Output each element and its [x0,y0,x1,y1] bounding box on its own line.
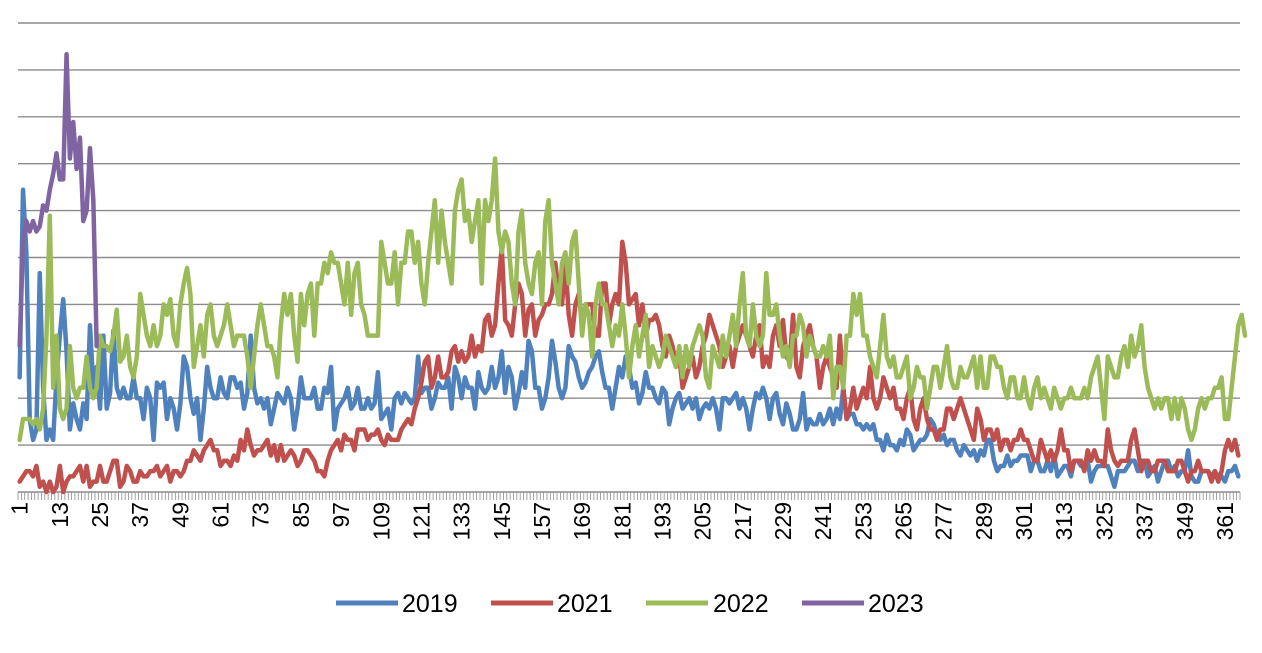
x-tick-label: 325 [1091,502,1117,540]
x-tick-label: 49 [167,502,193,528]
series-line-2021 [17,239,1241,495]
x-tick-label: 97 [328,502,354,528]
x-tick-label: 73 [248,502,274,528]
series-line-2022 [17,156,1248,443]
x-tick-label: 313 [1051,502,1077,540]
series-lines [17,52,1248,495]
x-tick-label: 277 [931,502,957,540]
x-tick-label: 205 [690,502,716,540]
x-tick-label: 181 [609,502,635,540]
legend-label-2023: 2023 [868,590,924,618]
legend-label-2019: 2019 [402,590,458,618]
x-tick-label: 169 [569,502,595,540]
x-tick-label: 157 [529,502,555,540]
legend-label-2021: 2021 [557,590,613,618]
x-tick-label: 349 [1172,502,1198,540]
x-tick-label: 1 [7,502,33,515]
x-tick-label: 217 [730,502,756,540]
x-tick-label: 37 [127,502,153,528]
x-tick-label: 301 [1011,502,1037,540]
x-tick-label: 109 [368,502,394,540]
x-tick-label: 25 [87,502,113,528]
x-tick-label: 61 [208,502,234,528]
x-tick-label: 193 [649,502,675,540]
x-tick-labels: 1 13 25 37 49 61 73 85 97 109 121 133 145 157 169 181 19… [7,502,1238,540]
x-tick-label: 361 [1212,502,1238,540]
legend-label-2022: 2022 [713,590,769,618]
series-line-2023 [17,52,99,349]
x-tick-label: 289 [971,502,997,540]
x-tick-label: 145 [489,502,515,540]
x-tick-label: 253 [850,502,876,540]
x-tick-label: 121 [408,502,434,540]
x-tick-label: 133 [449,502,475,540]
x-tick-label: 13 [47,502,73,528]
legend: 2019 2021 2022 2023 [336,590,924,618]
gridlines [18,22,1240,446]
x-tick-label: 85 [288,502,314,528]
x-axis-ticks [17,492,1241,500]
x-tick-label: 337 [1132,502,1158,540]
x-tick-label: 241 [810,502,836,540]
x-tick-label: 265 [891,502,917,540]
x-axis [17,491,1241,500]
x-tick-label: 229 [770,502,796,540]
